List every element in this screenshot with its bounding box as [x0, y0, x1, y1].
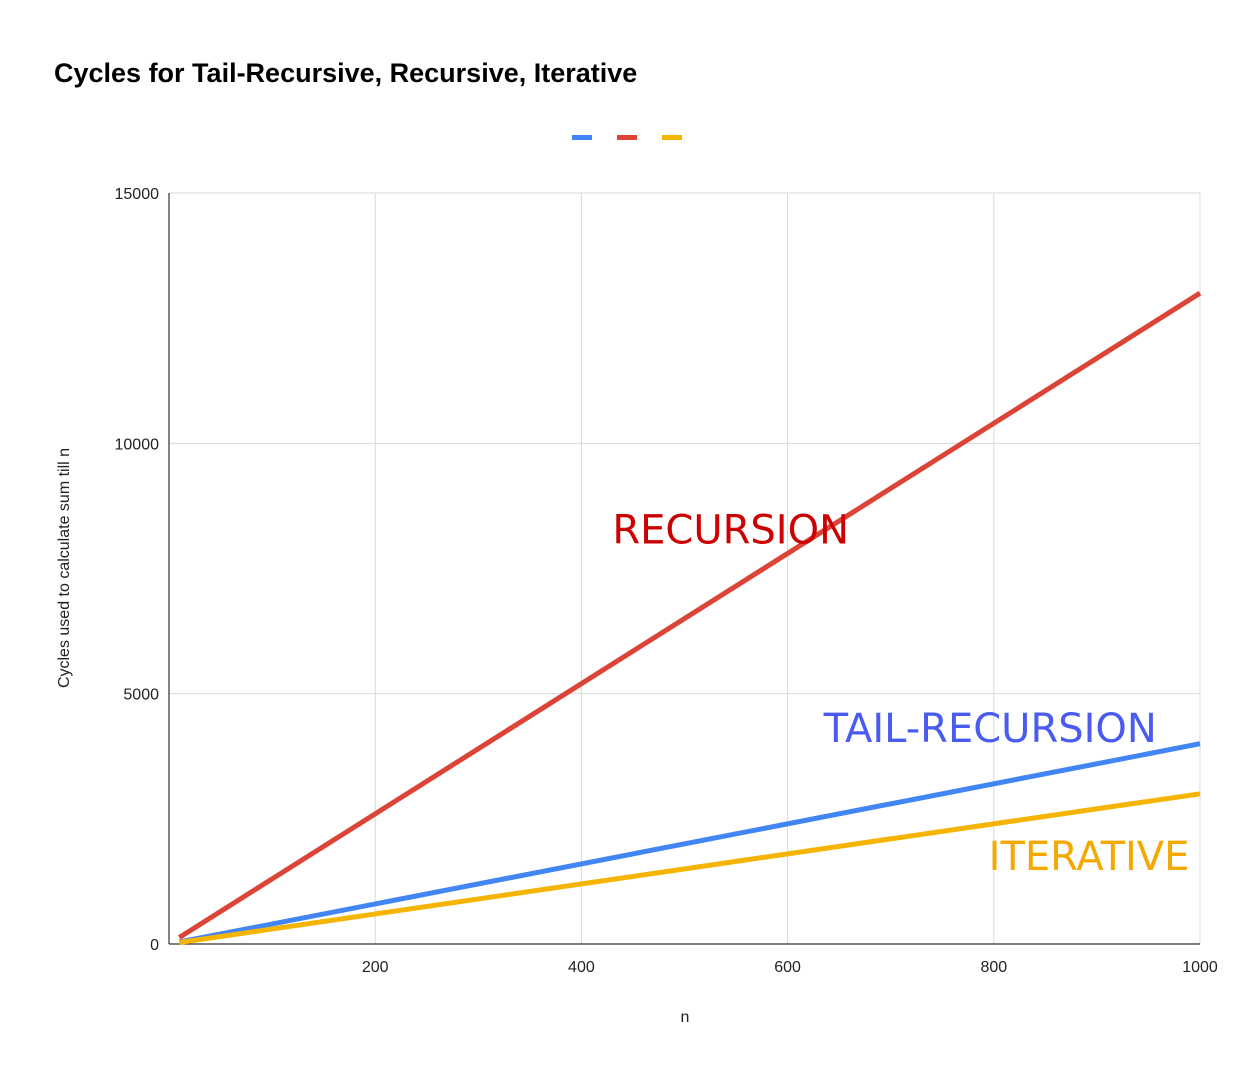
x-axis-ticks: 200 400 600 800 1000 — [362, 959, 1218, 976]
series-line-0 — [178, 741, 1201, 945]
annotations: RECURSION TAIL-RECURSION ITERATIVE — [612, 507, 1189, 879]
y-axis-label: Cycles used to calculate sum till n — [56, 448, 73, 688]
series-line-1 — [177, 291, 1202, 940]
axes — [168, 193, 1200, 945]
gridlines — [169, 192, 1201, 944]
y-tick-label: 15000 — [115, 186, 160, 203]
series-line-2 — [178, 791, 1201, 945]
x-axis-label: n — [681, 1009, 690, 1026]
x-tick-label: 600 — [774, 959, 801, 976]
x-tick-label: 1000 — [1182, 959, 1218, 976]
chart-title: Cycles for Tail-Recursive, Recursive, It… — [54, 58, 637, 88]
y-tick-label: 10000 — [115, 436, 160, 453]
annotation-label: ITERATIVE — [989, 834, 1190, 880]
annotation-label: TAIL-RECURSION — [823, 706, 1157, 752]
y-tick-label: 5000 — [123, 687, 159, 704]
legend — [572, 135, 682, 140]
annotation-label: RECURSION — [612, 507, 849, 553]
series-lines — [177, 291, 1202, 945]
x-tick-label: 200 — [362, 959, 389, 976]
y-tick-label: 0 — [150, 937, 159, 954]
x-tick-label: 400 — [568, 959, 595, 976]
legend-swatch-2 — [662, 135, 682, 140]
y-axis-ticks: 0 5000 10000 15000 — [115, 186, 160, 954]
legend-swatch-1 — [617, 135, 637, 140]
legend-swatch-0 — [572, 135, 592, 140]
x-tick-label: 800 — [980, 959, 1007, 976]
